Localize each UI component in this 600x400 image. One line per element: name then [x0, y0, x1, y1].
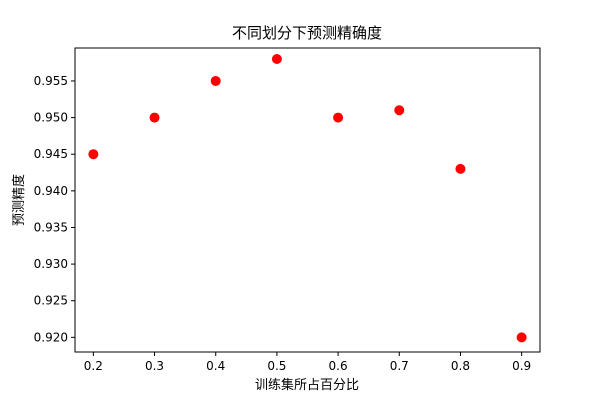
y-tick-label: 0.920 [34, 330, 68, 344]
y-tick-label: 0.955 [34, 74, 68, 88]
y-axis: 0.920 0.925 0.930 0.935 0.940 0.945 0.950 0.955 [34, 74, 75, 344]
x-tick-label: 0.3 [145, 359, 164, 373]
data-point [455, 163, 466, 174]
data-point [149, 112, 160, 123]
plot-frame [74, 47, 541, 353]
data-point [516, 332, 527, 343]
x-tick-label: 0.9 [512, 359, 531, 373]
x-axis-label: 训练集所占百分比 [255, 377, 359, 393]
data-point [333, 112, 344, 123]
chart-title: 不同划分下预测精确度 [232, 24, 382, 42]
x-axis: 0.2 0.3 0.4 0.5 0.6 0.7 0.8 0.9 [84, 352, 531, 373]
y-tick-label: 0.940 [34, 184, 68, 198]
y-tick-label: 0.935 [34, 220, 68, 234]
data-point [271, 53, 282, 64]
x-tick-label: 0.2 [84, 359, 103, 373]
data-point [210, 75, 221, 86]
y-axis-label: 预测精度 [11, 174, 27, 226]
plot-area [74, 47, 541, 353]
x-tick-label: 0.6 [329, 359, 348, 373]
y-tick-label: 0.930 [34, 257, 68, 271]
y-tick-label: 0.945 [34, 147, 68, 161]
y-tick-label: 0.950 [34, 111, 68, 125]
y-tick-label: 0.925 [34, 294, 68, 308]
x-tick-label: 0.5 [267, 359, 286, 373]
x-tick-label: 0.4 [206, 359, 225, 373]
data-point [88, 149, 99, 160]
x-tick-label: 0.7 [390, 359, 409, 373]
data-points [88, 53, 527, 343]
x-tick-label: 0.8 [451, 359, 470, 373]
data-point [394, 105, 405, 116]
